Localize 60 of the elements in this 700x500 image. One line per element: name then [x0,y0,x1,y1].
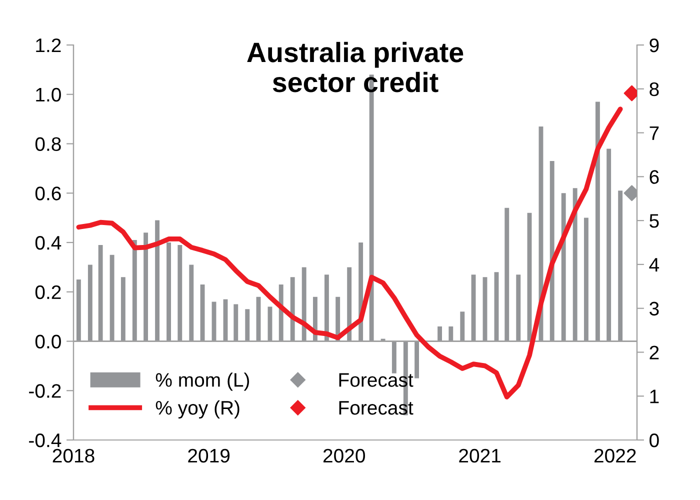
bar [606,148,612,342]
y-tick-label: 0.4 [35,236,62,250]
bar [595,102,600,342]
x-tick-label: 2021 [459,448,500,463]
bar [290,277,295,342]
y2-tick-label: 3 [650,302,659,316]
bar [448,326,454,342]
line-series [76,106,623,400]
chart-title: Australia private sector credit [247,42,464,92]
legend-label: Forecast [339,373,414,387]
y2-tick-label: 1 [650,390,659,404]
bar [414,341,420,378]
bar [132,240,137,342]
y2-tick-label: 0 [650,433,659,448]
bar [178,244,182,342]
bar [504,208,510,342]
bar [460,312,465,342]
bar [347,267,352,342]
bar [76,280,81,342]
bar [561,193,566,342]
y2-tick-label: 4 [649,258,660,272]
bar [88,264,92,342]
y2-tick-label: 6 [650,170,659,184]
bar [166,242,171,342]
bar [584,218,588,342]
bar [550,161,554,342]
y-tick-label: 0.8 [35,137,61,151]
y-tick-label: -0.2 [29,384,61,398]
y-tick-label: 0.2 [35,285,61,300]
y-tick-label: 0.0 [35,334,61,348]
x-tick-label: 2022 [594,448,636,463]
bar [120,277,126,342]
y2-tick-label: 8 [650,82,659,96]
x-tick-label: 2018 [52,448,94,463]
bar [189,264,194,342]
bar [98,244,103,342]
bar [516,274,521,342]
bar [234,304,238,342]
bar [144,232,148,342]
x-tick-label: 2020 [323,448,365,463]
bar [438,326,442,342]
legend-label: % yoy (R) [156,400,240,419]
bar [392,341,396,374]
x-tick-label: 2019 [188,448,230,463]
bar [324,274,329,342]
y2-tick-label: 9 [650,38,659,52]
bar [572,188,578,342]
y-tick-label: 0.6 [35,186,61,200]
bar [245,309,250,342]
y2-tick-label: 2 [650,346,659,360]
y-tick-label: 1.2 [36,38,61,52]
bar [110,254,114,342]
y-tick-label: -0.4 [29,433,62,448]
legend-label: % mom (L) [156,372,250,391]
y2-tick-label: 5 [650,214,659,228]
y-tick-label: 1.0 [36,88,61,102]
legend-label: Forecast [339,401,414,415]
bar [155,220,160,342]
bar [302,267,306,342]
y2-tick-label: 7 [650,126,659,140]
